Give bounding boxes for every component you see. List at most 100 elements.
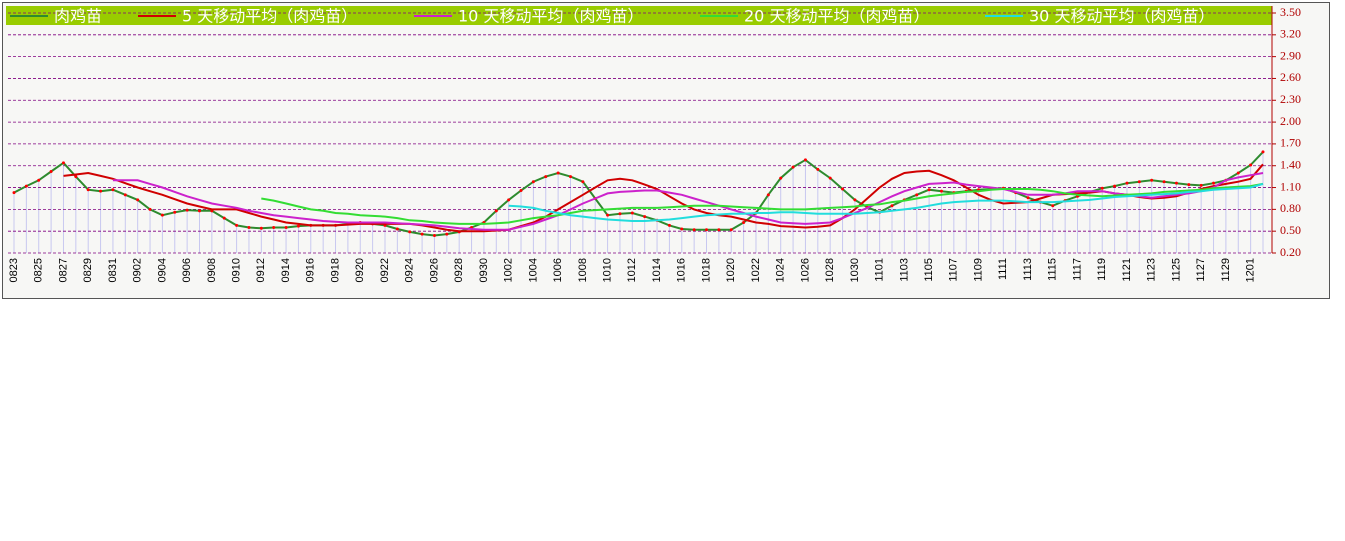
x-tick-label: 0926 (428, 258, 440, 282)
y-tick-label: 1.70 (1280, 136, 1301, 150)
point (705, 228, 709, 232)
x-tick-label: 1121 (1121, 258, 1133, 282)
point (1261, 150, 1265, 154)
x-tick-label: 0908 (206, 258, 218, 282)
point (841, 187, 845, 191)
x-tick-label: 1014 (651, 258, 663, 282)
x-tick-label: 0914 (280, 258, 292, 282)
x-tick-label: 1002 (503, 258, 515, 282)
y-tick-label: 2.60 (1280, 70, 1301, 84)
point (1125, 181, 1129, 185)
x-tick-label: 1125 (1170, 258, 1182, 282)
point (99, 189, 103, 193)
point (630, 211, 634, 215)
x-tick-label: 1129 (1220, 258, 1232, 282)
point (136, 198, 140, 202)
x-tick-label: 1028 (824, 258, 836, 282)
point (544, 175, 548, 179)
legend-label: 30 天移动平均（肉鸡苗） (1029, 7, 1214, 26)
point (284, 226, 288, 230)
chart-frame (2, 2, 1330, 299)
point (890, 204, 894, 208)
x-tick-label: 1010 (601, 258, 613, 282)
y-tick-label: 1.40 (1280, 157, 1301, 171)
point (556, 171, 560, 175)
point (1187, 183, 1191, 187)
x-tick-label: 1105 (923, 258, 935, 282)
point (1212, 181, 1216, 185)
point (1199, 183, 1203, 187)
point (531, 180, 535, 184)
x-tick-label: 0928 (453, 258, 465, 282)
point (148, 207, 152, 211)
point (185, 208, 189, 212)
point (420, 232, 424, 236)
point (766, 193, 770, 197)
x-tick-label: 1022 (750, 258, 762, 282)
x-tick-label: 0918 (329, 258, 341, 282)
y-tick-label: 2.30 (1280, 92, 1301, 106)
x-tick-label: 1113 (1022, 258, 1034, 281)
x-tick-label: 0912 (255, 258, 267, 282)
legend-label: 5 天移动平均（肉鸡苗） (182, 7, 357, 26)
x-tick-label: 1016 (676, 258, 688, 282)
point (581, 180, 585, 184)
x-tick-label: 1101 (874, 258, 886, 282)
point (1150, 178, 1154, 182)
point (927, 188, 931, 192)
point (408, 230, 412, 234)
point (1100, 186, 1104, 190)
x-tick-label: 0924 (404, 258, 416, 282)
point (816, 167, 820, 171)
y-tick-label: 1.10 (1280, 179, 1301, 193)
legend-band (6, 6, 1272, 25)
x-tick-label: 0825 (33, 258, 45, 282)
point (123, 193, 127, 197)
point (1174, 181, 1178, 185)
point (222, 216, 226, 220)
point (1051, 204, 1055, 208)
y-tick-label: 0.80 (1280, 201, 1301, 215)
x-tick-label: 1107 (948, 258, 960, 282)
point (1137, 180, 1141, 184)
point (519, 188, 523, 192)
x-tick-label: 1026 (799, 258, 811, 282)
x-tick-label: 1012 (626, 258, 638, 282)
point (37, 178, 41, 182)
x-tick-label: 0930 (478, 258, 490, 282)
point (742, 220, 746, 224)
x-tick-label: 0829 (82, 258, 94, 282)
point (1236, 171, 1240, 175)
x-tick-label: 1123 (1146, 258, 1158, 282)
x-tick-label: 1008 (577, 258, 589, 282)
x-tick-label: 1018 (700, 258, 712, 282)
x-tick-label: 1103 (898, 258, 910, 282)
point (49, 170, 53, 174)
point (61, 161, 65, 165)
point (12, 191, 16, 195)
x-tick-label: 1006 (552, 258, 564, 282)
x-tick-label: 0920 (354, 258, 366, 282)
x-tick-label: 0831 (107, 258, 119, 282)
x-tick-label: 1115 (1047, 258, 1059, 281)
x-tick-label: 1111 (997, 258, 1009, 280)
x-tick-label: 1201 (1245, 258, 1257, 282)
x-tick-label: 0904 (156, 258, 168, 282)
x-tick-label: 1119 (1096, 258, 1108, 281)
y-tick-label: 0.20 (1280, 245, 1301, 259)
point (432, 234, 436, 238)
x-tick-label: 1030 (849, 258, 861, 282)
point (791, 165, 795, 169)
series-line (261, 182, 1264, 225)
point (86, 188, 90, 192)
point (680, 227, 684, 231)
point (1249, 163, 1253, 167)
series-line (13, 151, 1264, 237)
point (568, 175, 572, 179)
legend-label: 20 天移动平均（肉鸡苗） (744, 7, 929, 26)
point (74, 175, 78, 179)
x-tick-label: 1024 (775, 258, 787, 282)
x-tick-label: 0823 (8, 258, 20, 282)
x-tick-label: 0916 (305, 258, 317, 282)
